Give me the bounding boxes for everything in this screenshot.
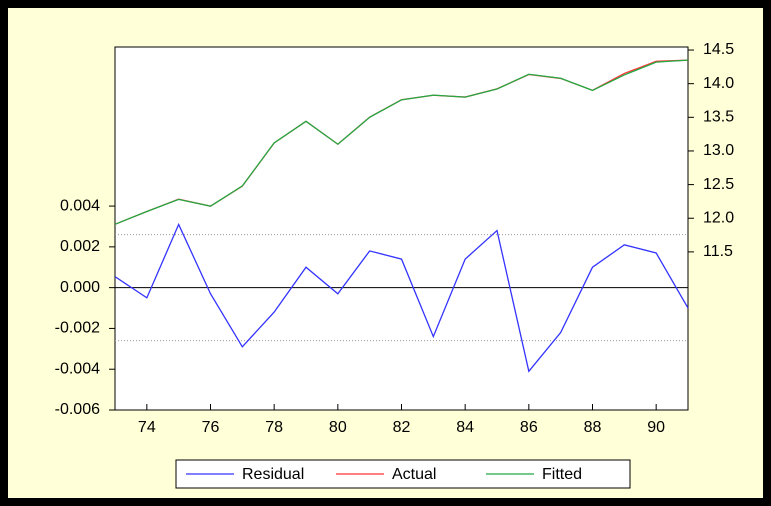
legend-label: Residual	[242, 466, 304, 483]
y-tick-label: -0.006	[55, 401, 100, 418]
legend-box	[175, 459, 631, 489]
y2-tick-label: 12.5	[703, 176, 734, 193]
series-line	[114, 59, 689, 225]
y-tick-label: 0.004	[60, 197, 100, 214]
x-tick-label: 90	[647, 419, 665, 436]
x-tick-label: 84	[456, 419, 474, 436]
x-tick-label: 78	[265, 419, 283, 436]
series-line	[114, 222, 689, 373]
x-tick-label: 88	[584, 419, 602, 436]
y-tick-label: 0.000	[60, 279, 100, 296]
y2-tick-label: 12.0	[703, 209, 734, 226]
y-tick-label: -0.004	[55, 360, 100, 377]
y2-tick-label: 13.5	[703, 109, 734, 126]
x-tick-label: 82	[393, 419, 411, 436]
legend-label: Actual	[392, 466, 436, 483]
x-tick-label: 76	[202, 419, 220, 436]
y2-tick-label: 14.5	[703, 41, 734, 58]
x-tick-label: 74	[138, 419, 156, 436]
y-tick-label: 0.002	[60, 238, 100, 255]
x-tick-label: 86	[520, 419, 538, 436]
y-tick-label: -0.002	[55, 320, 100, 337]
legend-label: Fitted	[542, 466, 582, 483]
plot-area	[114, 46, 689, 411]
y2-tick-label: 11.5	[703, 243, 733, 260]
x-tick-label: 80	[329, 419, 347, 436]
y2-tick-label: 13.0	[703, 142, 734, 159]
y2-tick-label: 14.0	[703, 75, 734, 92]
